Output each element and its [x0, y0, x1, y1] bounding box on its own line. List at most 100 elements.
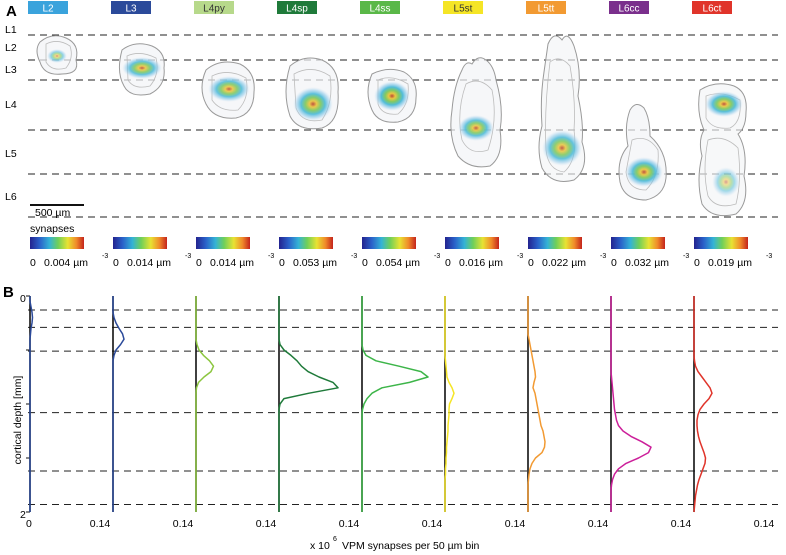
- scale-bar: 500 µm: [30, 204, 84, 219]
- colorbar-max-label: 0.019 µm: [708, 257, 752, 269]
- xtick-max: 0.14: [173, 518, 194, 530]
- xlabel-text: VPM synapses per 50 µm bin: [342, 540, 480, 552]
- badge-l4ss: L4ss: [360, 1, 400, 15]
- xtick-max: 0.14: [588, 518, 609, 530]
- colorbar-l6ct: 0 0.019 µm -3: [694, 237, 772, 269]
- colorbar-max-label: 0.053 µm: [293, 257, 337, 269]
- colorbar-l4ss: 0 0.054 µm -3: [362, 237, 440, 269]
- badge-swatch: [277, 1, 317, 14]
- badge-label: L3: [125, 4, 137, 15]
- morphology-l4py: [201, 61, 255, 119]
- xtick-max: 0.14: [90, 518, 111, 530]
- xlabel-prefix: x 10: [310, 540, 330, 552]
- badge-label: L2: [42, 4, 54, 15]
- profile-line-l4py: [195, 296, 215, 512]
- layer-label-l4: L4: [5, 99, 17, 111]
- badge-l5tt: L5tt: [526, 1, 566, 15]
- colorbar-min-label: 0: [30, 257, 36, 269]
- panel-b-ylabel: cortical depth [mm]: [12, 376, 24, 465]
- badge-l3: L3: [111, 1, 151, 15]
- profile-line-l5st: [444, 296, 455, 512]
- colorbar-l5st: 0 0.016 µm -3: [445, 237, 523, 269]
- colorbar-title: synapses: [30, 223, 74, 235]
- badge-label: L6cc: [618, 4, 639, 15]
- colorbar-max-label: 0.014 µm: [127, 257, 171, 269]
- colorbar-gradient: [445, 237, 499, 249]
- colorbar-gradient: [528, 237, 582, 249]
- colorbar-gradient: [694, 237, 748, 249]
- colorbar-exponent: -3: [268, 253, 274, 260]
- profile-line-l5tt: [527, 296, 546, 512]
- colorbar-gradient: [30, 237, 84, 249]
- panel-b-xticks: 0 0.14 0.14 0.14 0.14 0.14 0.14 0.14 0.14 0.14: [26, 518, 774, 530]
- colorbar-l3: 0 0.014 µm -3: [113, 237, 191, 269]
- xtick-max: 0.14: [256, 518, 277, 530]
- profile-line-l4ss: [361, 296, 429, 512]
- panel-b-ytick-top: 0: [20, 293, 26, 305]
- colorbar-min-label: 0: [694, 257, 700, 269]
- xtick-max: 0.14: [754, 518, 775, 530]
- morphology-l5st: [450, 57, 502, 168]
- badge-swatch: [111, 1, 151, 14]
- profile-line-l2: [29, 296, 34, 512]
- colorbar-max-label: 0.016 µm: [459, 257, 503, 269]
- colorbar-max-label: 0.022 µm: [542, 257, 586, 269]
- xtick-zero: 0: [26, 518, 32, 530]
- panel-b-axes: [26, 295, 695, 513]
- profile-line-l6cc: [610, 296, 652, 512]
- badge-swatch: [526, 1, 566, 14]
- panel-b-letter: B: [3, 284, 14, 301]
- profile-line-l6ct: [693, 296, 713, 513]
- morphology-l4sp: [285, 57, 339, 130]
- profile-line-l4sp: [278, 296, 339, 512]
- colorbar-max-label: 0.014 µm: [210, 257, 254, 269]
- layer-label-l5: L5: [5, 148, 17, 160]
- colorbar-gradient: [279, 237, 333, 249]
- morphology-l4ss: [367, 68, 417, 123]
- badge-label: L5st: [454, 4, 473, 15]
- panel-b-layer-borders: [28, 309, 778, 505]
- badge-label: L5tt: [538, 4, 555, 15]
- colorbar-exponent: -3: [600, 253, 606, 260]
- badge-l2: L2: [28, 1, 68, 15]
- morphology-density-maps: [36, 35, 747, 217]
- colorbar-exponent: -3: [683, 253, 689, 260]
- colorbar-min-label: 0: [611, 257, 617, 269]
- badge-swatch: [609, 1, 649, 14]
- panel-a-letter: A: [6, 3, 17, 20]
- layer-label-l3: L3: [5, 64, 17, 76]
- colorbar-exponent: -3: [185, 253, 191, 260]
- colorbar-min-label: 0: [362, 257, 368, 269]
- badge-swatch: [443, 1, 483, 14]
- colorbars: 0 0.004 µm -3 0 0.014 µm -3 0 0.014 µm -3 0 0.053 …: [30, 237, 772, 269]
- morphology-l6ct: [698, 83, 747, 217]
- colorbar-l4py: 0 0.014 µm -3: [196, 237, 274, 269]
- badge-label: L4sp: [286, 4, 308, 15]
- colorbar-exponent: -3: [766, 253, 772, 260]
- layer-label-l1: L1: [5, 24, 17, 36]
- colorbar-min-label: 0: [445, 257, 451, 269]
- badge-swatch: [692, 1, 732, 14]
- profile-line-l3: [112, 296, 125, 512]
- colorbar-min-label: 0: [113, 257, 119, 269]
- layer-label-l2: L2: [5, 42, 17, 54]
- colorbar-exponent: -3: [102, 253, 108, 260]
- badge-l5st: L5st: [443, 1, 483, 15]
- colorbar-max-label: 0.054 µm: [376, 257, 420, 269]
- xtick-max: 0.14: [505, 518, 526, 530]
- colorbar-gradient: [113, 237, 167, 249]
- colorbar-gradient: [196, 237, 250, 249]
- xtick-max: 0.14: [339, 518, 360, 530]
- badge-swatch: [194, 1, 234, 14]
- badge-swatch: [360, 1, 400, 14]
- colorbar-min-label: 0: [528, 257, 534, 269]
- morphology-l5tt: [538, 35, 586, 182]
- xlabel-exponent: 6: [333, 536, 337, 543]
- layer-label-l6: L6: [5, 191, 17, 203]
- badge-label: L4py: [203, 4, 225, 15]
- colorbar-l2: 0 0.004 µm -3: [30, 237, 108, 269]
- panel-b-profiles: [29, 296, 713, 513]
- colorbar-exponent: -3: [517, 253, 523, 260]
- colorbar-max-label: 0.032 µm: [625, 257, 669, 269]
